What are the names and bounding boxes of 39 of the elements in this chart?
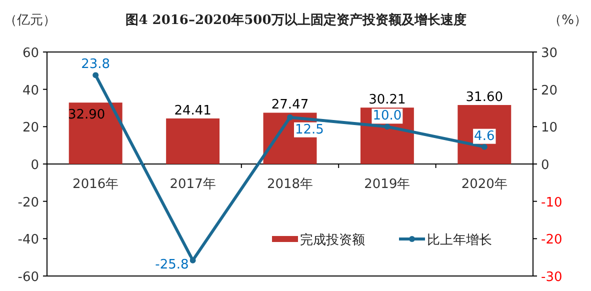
- y-tick-label: 0: [30, 158, 39, 173]
- y-tick-label: -60: [18, 270, 39, 285]
- x-tick-label: 2017年: [170, 177, 216, 192]
- data-label: 4.6: [474, 128, 495, 144]
- y-axis-title: （亿元）: [4, 13, 56, 28]
- data-label: -25.8: [155, 257, 189, 272]
- point: [287, 114, 293, 120]
- data-label: 10.0: [372, 108, 402, 124]
- data-label: 32.90: [68, 108, 106, 123]
- x-tick-label: 2018年: [266, 177, 314, 192]
- y-tick-label: 60: [22, 46, 39, 61]
- y2-tick-label: 30: [541, 46, 558, 61]
- y-tick-label: -20: [18, 195, 39, 210]
- y2-tick-label: 0: [541, 158, 550, 173]
- data-label: 27.47: [271, 98, 309, 113]
- data-label: 23.8: [81, 57, 110, 72]
- legend-label: 完成投资额: [300, 232, 365, 248]
- x-tick-label: 2016年: [72, 177, 119, 192]
- data-label: 12.5: [295, 122, 324, 138]
- y2-tick-label: -30: [541, 270, 562, 285]
- x-tick-label: 2020年: [461, 177, 508, 192]
- y2-tick-label: 10: [541, 120, 558, 136]
- point: [190, 257, 196, 264]
- data-label: 30.21: [368, 92, 406, 108]
- chart-title: 图4 2016–2020年500万以上固定资产投资额及增长速度: [126, 12, 466, 28]
- point: [384, 124, 390, 130]
- data-label: 24.41: [174, 103, 212, 118]
- y2-tick-label: -10: [541, 195, 562, 210]
- x-tick-label: 2019年: [364, 177, 410, 192]
- y-tick-label: -40: [18, 232, 39, 248]
- y-tick-label: 40: [22, 83, 39, 98]
- data-label: 31.60: [466, 90, 504, 106]
- point: [92, 72, 99, 78]
- y2-axis-title: （%）: [548, 13, 587, 28]
- point: [481, 144, 488, 150]
- y-tick-label: 20: [22, 120, 39, 136]
- y2-tick-label: 20: [541, 83, 558, 98]
- y2-tick-label: -20: [541, 232, 562, 248]
- legend-label: 比上年增长: [427, 233, 492, 248]
